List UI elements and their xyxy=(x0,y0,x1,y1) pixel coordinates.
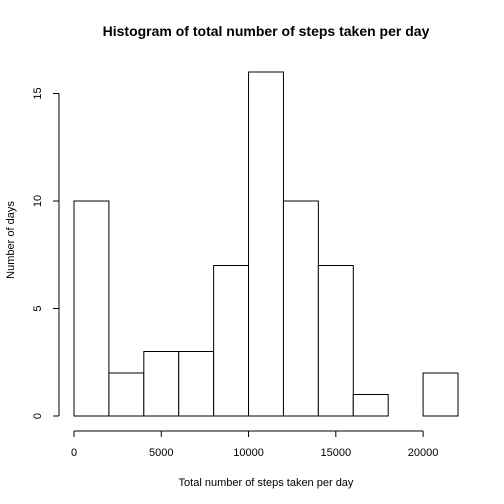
chart-title: Histogram of total number of steps taken… xyxy=(103,23,430,39)
x-axis-label: Total number of steps taken per day xyxy=(179,477,354,489)
histogram-bar-5 xyxy=(248,71,284,417)
histogram-bar-6 xyxy=(282,200,319,417)
histogram-bar-3 xyxy=(178,351,215,417)
histogram-bar-10 xyxy=(422,372,459,417)
histogram-bar-0 xyxy=(73,200,110,417)
histogram-bar-7 xyxy=(317,265,354,417)
x-axis: 0 5000 10000 15000 20000 xyxy=(71,430,439,459)
x-tick-label: 0 xyxy=(71,447,77,459)
x-tick-label: 5000 xyxy=(149,447,173,459)
x-tick-label: 20000 xyxy=(408,447,439,459)
x-tick-label: 15000 xyxy=(321,447,352,459)
histogram-bar-2 xyxy=(143,351,180,417)
bars-group xyxy=(73,71,459,417)
y-tick-label: 15 xyxy=(32,87,44,99)
x-tick-label: 10000 xyxy=(233,447,264,459)
histogram-bar-8 xyxy=(352,394,389,417)
histogram-bar-4 xyxy=(213,265,250,417)
y-tick-label: 10 xyxy=(32,195,44,207)
y-axis: 0 5 10 15 xyxy=(32,87,60,419)
y-tick-label: 5 xyxy=(32,305,44,311)
y-tick-label: 0 xyxy=(32,413,44,419)
histogram-bar-1 xyxy=(108,372,145,417)
y-axis-label: Number of days xyxy=(5,201,17,279)
